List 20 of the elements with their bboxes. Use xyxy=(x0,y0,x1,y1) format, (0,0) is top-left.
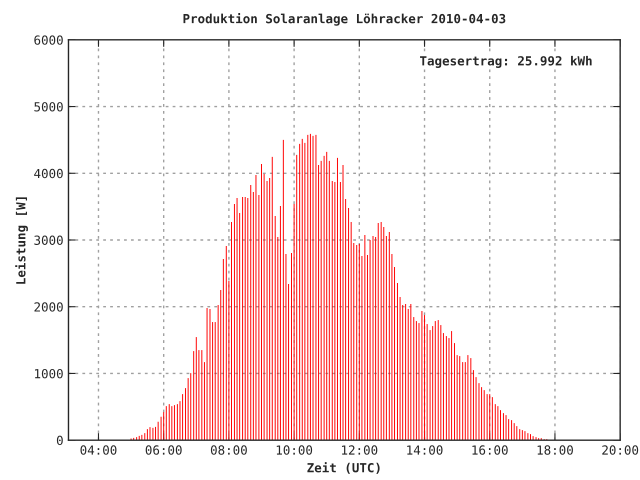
x-tick-label: 18:00 xyxy=(538,445,573,455)
y-tick-label: 0 xyxy=(56,436,63,446)
y-tick-label: 4000 xyxy=(34,168,63,178)
y-tick-label: 5000 xyxy=(34,102,63,112)
y-tick-label: 1000 xyxy=(35,368,63,378)
y-tick-label: 3000 xyxy=(34,236,63,245)
x-tick-label: 10:00 xyxy=(276,445,312,455)
y-axis-title: Leistung [W] xyxy=(15,197,28,284)
y-tick-label: 2000 xyxy=(34,302,63,312)
x-tick-label: 04:00 xyxy=(80,445,116,455)
x-tick-label: 16:00 xyxy=(472,445,508,455)
x-tick-label: 12:00 xyxy=(342,445,378,455)
x-axis-title: Zeit (UTC) xyxy=(307,462,380,474)
y-tick-label: 6000 xyxy=(34,35,63,45)
chart-title: Produktion Solaranlage Löhracker 2010-04-03 xyxy=(184,13,506,26)
x-tick-label: 08:00 xyxy=(210,445,247,455)
x-tick-label: 06:00 xyxy=(146,445,182,455)
annotation: Tagesertrag: 25.992 kWh xyxy=(420,56,592,68)
x-tick-label: 20:00 xyxy=(602,445,638,455)
x-tick-label: 14:00 xyxy=(407,445,443,455)
